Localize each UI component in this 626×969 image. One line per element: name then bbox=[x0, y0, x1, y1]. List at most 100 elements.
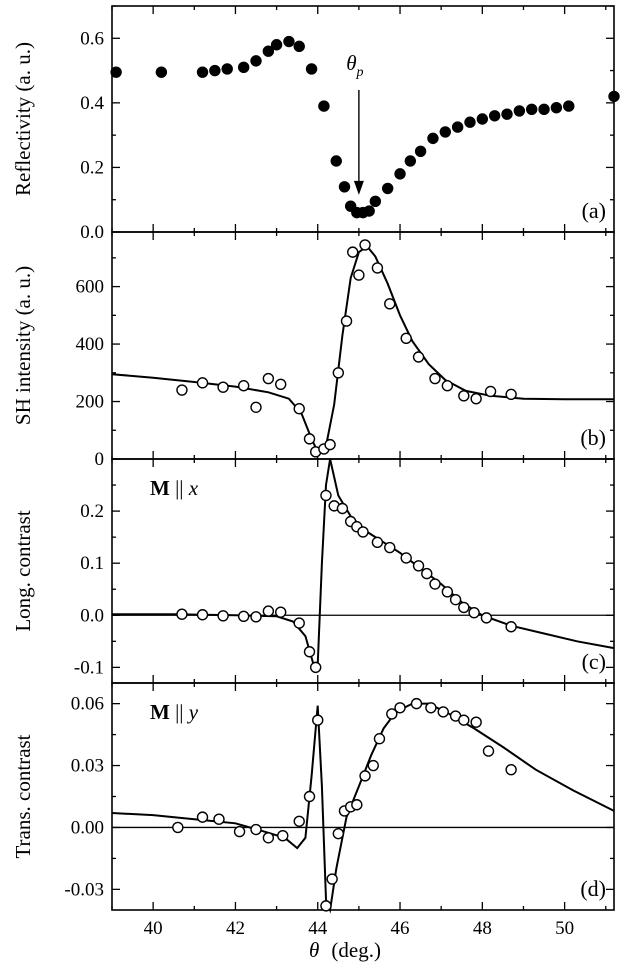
data-point-filled bbox=[488, 110, 501, 122]
y-tick-label: 0.0 bbox=[80, 605, 104, 626]
y-axis-label: Reflectivity (a. u.) bbox=[11, 42, 35, 196]
y-tick-label: 0.2 bbox=[80, 501, 104, 522]
data-point-open bbox=[312, 714, 324, 726]
y-tick-label: 0.0 bbox=[80, 222, 104, 243]
y-tick-label: 600 bbox=[76, 277, 105, 298]
data-point-filled bbox=[476, 113, 489, 125]
data-point-filled bbox=[439, 126, 451, 138]
data-point-open bbox=[373, 733, 386, 745]
data-point-open bbox=[332, 827, 345, 840]
fit-curve bbox=[111, 702, 615, 914]
magnetization-symbol: M bbox=[150, 476, 170, 500]
x-tick-label: 44 bbox=[308, 918, 328, 939]
data-point-open bbox=[293, 815, 305, 827]
data-point-filled bbox=[196, 66, 209, 78]
data-point-open bbox=[309, 661, 322, 674]
data-point-open bbox=[353, 269, 365, 281]
x-tick-labels: 40 42 44 46 48 50 bbox=[144, 918, 574, 939]
x-tick-label: 42 bbox=[226, 918, 245, 939]
parallel-symbol: || bbox=[170, 700, 189, 724]
data-point-open bbox=[262, 605, 275, 617]
data-point-open bbox=[326, 873, 338, 885]
data-point-filled bbox=[155, 66, 168, 78]
panel-c: -0.1 0.0 0.1 0.2 Long. contrast (c) M || x bbox=[11, 458, 615, 684]
data-point-open bbox=[458, 601, 470, 614]
y-tick-label: 0.2 bbox=[80, 157, 104, 178]
data-point-filled bbox=[501, 108, 513, 120]
y-tick-label: 200 bbox=[76, 392, 105, 413]
data-point-open bbox=[347, 246, 359, 258]
theta-subscript: p bbox=[356, 65, 364, 80]
data-point-open bbox=[441, 586, 454, 598]
magnetization-label: M || x bbox=[150, 476, 199, 500]
data-point-open bbox=[470, 716, 482, 728]
data-point-open bbox=[400, 332, 412, 345]
data-point-open bbox=[332, 367, 345, 379]
y-axis-label: Trans. contrast bbox=[11, 734, 35, 858]
data-point-open bbox=[484, 385, 497, 398]
y-tick-label: 0 bbox=[95, 449, 105, 470]
data-point-filled bbox=[414, 145, 427, 157]
y-tick-label: 400 bbox=[76, 334, 105, 355]
x-label-unit: (deg.) bbox=[331, 938, 381, 962]
data-point-open bbox=[421, 567, 433, 580]
data-point-filled bbox=[330, 155, 342, 167]
data-point-open bbox=[250, 823, 262, 836]
data-point-filled bbox=[250, 55, 262, 67]
data-point-open bbox=[384, 541, 396, 554]
data-point-open bbox=[250, 401, 262, 413]
data-point-open bbox=[449, 593, 462, 606]
data-point-open bbox=[277, 830, 289, 842]
y-tick-label: -0.1 bbox=[74, 657, 104, 678]
y-tick-label: 0.4 bbox=[80, 93, 104, 114]
y-tick-label: 0.00 bbox=[71, 817, 104, 838]
data-point-open bbox=[217, 610, 229, 622]
data-point-open bbox=[410, 697, 423, 710]
panel-label: (a) bbox=[582, 198, 606, 223]
data-point-open bbox=[470, 392, 482, 405]
data-point-filled bbox=[381, 182, 394, 195]
y-tick-label: 0.1 bbox=[80, 553, 104, 574]
data-point-open bbox=[237, 610, 250, 623]
magnetization-symbol: M bbox=[150, 700, 170, 724]
data-point-open bbox=[196, 811, 209, 823]
data-point-open bbox=[429, 578, 441, 590]
data-point-filled bbox=[563, 100, 575, 112]
plot-frame bbox=[111, 231, 615, 460]
arrow-head bbox=[353, 180, 364, 195]
data-point-open bbox=[303, 790, 316, 803]
x-label-symbol: θ bbox=[309, 938, 319, 962]
data-point-open bbox=[371, 262, 384, 274]
data-point-open bbox=[320, 489, 332, 502]
y-tick-label: 0.03 bbox=[71, 756, 104, 777]
data-point-open bbox=[262, 372, 275, 385]
data-point-open bbox=[482, 745, 495, 757]
data-point-filled bbox=[293, 40, 305, 53]
data-point-open bbox=[233, 825, 246, 838]
data-point-open bbox=[505, 763, 517, 776]
data-point-open bbox=[250, 611, 262, 623]
data-point-open bbox=[320, 900, 332, 912]
data-point-filled bbox=[283, 35, 295, 48]
data-point-open bbox=[176, 384, 188, 396]
data-point-open bbox=[458, 714, 470, 726]
y-tick-label: -0.03 bbox=[64, 879, 104, 900]
data-point-filled bbox=[369, 195, 382, 208]
data-point-open bbox=[336, 502, 349, 515]
data-point-open bbox=[437, 706, 449, 718]
data-point-filled bbox=[526, 103, 538, 116]
data-point-open bbox=[324, 438, 336, 451]
data-point-filled bbox=[427, 132, 439, 145]
data-point-open bbox=[275, 378, 287, 390]
data-point-filled bbox=[209, 64, 221, 77]
data-point-open bbox=[441, 380, 454, 392]
data-point-filled bbox=[404, 155, 417, 167]
panel-label: (b) bbox=[580, 425, 606, 450]
data-point-filled bbox=[538, 103, 550, 116]
magnetization-label: M || y bbox=[150, 700, 199, 724]
data-point-filled bbox=[550, 101, 563, 114]
data-point-open bbox=[237, 380, 250, 392]
parallel-symbol: || bbox=[170, 476, 189, 500]
panel-b: 0 200 400 600 SH intensity (a. u.) (b) bbox=[11, 231, 615, 470]
